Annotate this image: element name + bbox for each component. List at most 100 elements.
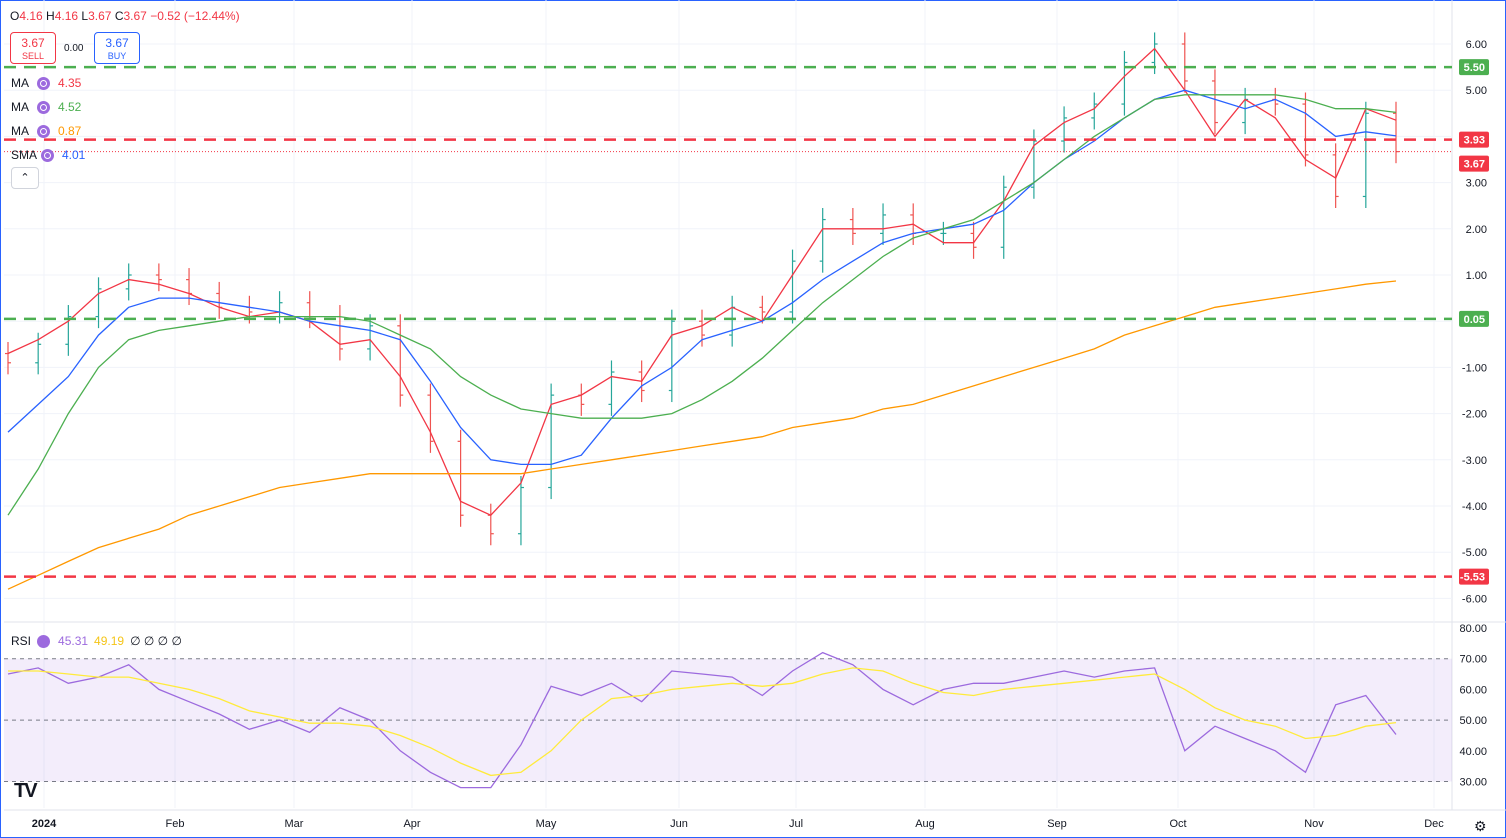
x-tick-label: Jul <box>789 818 803 830</box>
indicator-ma-orange[interactable]: MA 0.87 <box>11 122 81 140</box>
level-label-box <box>1459 59 1489 76</box>
ohlc-bar <box>186 268 193 306</box>
ohlc-bar <box>819 208 826 273</box>
y-tick-label: 6.00 <box>1466 39 1487 51</box>
y-tick-label: 1.00 <box>1466 270 1487 282</box>
ohlc-bar <box>367 314 374 361</box>
ohlc-bar <box>216 281 223 319</box>
rsi-extras: ∅ ∅ ∅ ∅ <box>130 634 182 648</box>
ohlc-bar <box>1211 69 1218 135</box>
x-tick-label: Apr <box>403 818 420 830</box>
x-tick-label: Sep <box>1047 818 1067 830</box>
y-tick-label: -4.00 <box>1462 501 1487 513</box>
ohlc-bar <box>759 295 766 324</box>
high-label: H <box>46 9 55 23</box>
ohlc-bar <box>457 429 464 527</box>
collapse-legend-button[interactable]: ⌃ <box>11 167 39 189</box>
rsi-tick-label: 70.00 <box>1459 654 1487 666</box>
high-value: 4.16 <box>54 9 79 23</box>
settings-icon[interactable] <box>41 148 54 162</box>
y-tick-label: -3.00 <box>1462 455 1487 467</box>
series-line <box>7 280 1397 590</box>
last-price-label: 3.67 <box>1464 159 1485 171</box>
open-value: 4.16 <box>19 9 43 23</box>
low-value: 3.67 <box>88 9 112 23</box>
ohlc-bar <box>336 305 343 361</box>
rsi-tick-label: 80.00 <box>1459 623 1487 635</box>
indicator-ma-red[interactable]: MA 4.35 <box>11 74 81 92</box>
sell-button[interactable]: 3.67 SELL <box>10 32 56 64</box>
ohlc-bar <box>1061 106 1068 153</box>
buy-price: 3.67 <box>105 36 129 50</box>
x-tick-label: Aug <box>915 818 935 830</box>
x-tick-label: Dec <box>1424 818 1444 830</box>
y-tick-label: -5.00 <box>1462 547 1487 559</box>
low-label: L <box>81 9 89 23</box>
y-tick-label: -6.00 <box>1462 593 1487 605</box>
rsi-legend[interactable]: RSI 45.31 49.19 ∅ ∅ ∅ ∅ <box>11 632 182 650</box>
rsi-series-line <box>8 667 1397 777</box>
indicator-value: 4.52 <box>58 100 82 114</box>
ohlc-bar <box>155 263 162 292</box>
settings-icon[interactable] <box>37 100 50 114</box>
series-line <box>7 89 1397 466</box>
ohlc-bar <box>548 383 555 500</box>
buy-label: BUY <box>107 51 127 61</box>
y-tick-label: -2.00 <box>1462 409 1487 421</box>
ohlc-bar <box>1393 101 1399 164</box>
level-label: 0.05 <box>1464 314 1485 326</box>
ohlc-bar <box>1030 129 1037 199</box>
ohlc-bar <box>1121 50 1128 116</box>
series-line <box>7 94 1397 516</box>
ohlc-bar <box>517 475 524 546</box>
settings-icon[interactable] <box>37 634 51 648</box>
level-label: 3.93 <box>1464 135 1485 147</box>
ohlc-bar <box>940 221 947 245</box>
level-label: -5.53 <box>1460 572 1485 584</box>
ohlc-bar <box>427 383 434 453</box>
rsi-value: 45.31 <box>58 634 89 648</box>
tradingview-logo-icon[interactable]: TV <box>14 780 38 802</box>
spread-value: 0.00 <box>64 43 84 54</box>
ohlc-bar <box>125 263 132 301</box>
close-label: C <box>114 9 124 23</box>
gear-icon[interactable]: ⚙ <box>1474 818 1487 834</box>
series-line <box>7 47 1397 516</box>
chevron-up-icon: ⌃ <box>20 172 30 184</box>
ohlc-bar <box>1302 92 1309 167</box>
rsi-tick-label: 50.00 <box>1459 715 1487 727</box>
settings-icon[interactable] <box>37 124 50 138</box>
ohlc-bar <box>1000 175 1007 259</box>
indicator-value: 4.01 <box>62 148 86 162</box>
ohlc-bar <box>880 203 887 245</box>
x-tick-label: Feb <box>166 818 185 830</box>
open-label: O <box>10 9 20 23</box>
rsi-ma-value: 49.19 <box>94 634 125 648</box>
rsi-name: RSI <box>11 634 32 648</box>
sell-label: SELL <box>21 51 45 61</box>
x-tick-label: Jun <box>670 818 688 830</box>
close-value: 3.67 <box>123 9 147 23</box>
ohlc-bar <box>608 360 615 416</box>
ohlc-bar <box>1091 92 1098 130</box>
ohlc-bar <box>970 221 977 259</box>
indicator-ma-green[interactable]: MA 4.52 <box>11 98 81 116</box>
x-tick-label: Oct <box>1169 818 1186 830</box>
indicator-sma-blue[interactable]: SMA 4.01 <box>11 146 85 164</box>
settings-icon[interactable] <box>37 76 50 90</box>
level-label: 5.50 <box>1464 62 1485 74</box>
ohlc-bar <box>1362 101 1369 209</box>
level-label-box <box>1459 131 1489 148</box>
ohlc-bar <box>789 249 796 324</box>
indicator-name: MA <box>11 76 29 90</box>
ohlc-bar <box>578 383 585 416</box>
ohlc-bar <box>65 305 72 356</box>
indicator-name: MA <box>11 100 29 114</box>
last-price-label-box <box>1459 155 1489 172</box>
buy-button[interactable]: 3.67 BUY <box>94 32 140 64</box>
level-label-box <box>1459 568 1489 585</box>
x-tick-label: Mar <box>285 818 304 830</box>
indicator-value: 4.35 <box>58 76 82 90</box>
ohlc-bar <box>5 341 11 375</box>
